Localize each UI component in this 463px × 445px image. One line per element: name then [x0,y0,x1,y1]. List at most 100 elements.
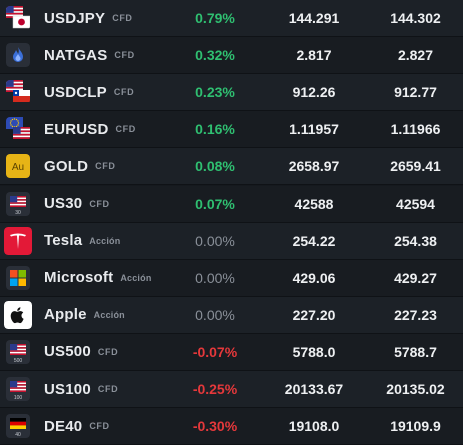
instrument-symbol: Microsoft [44,269,114,287]
apple-logo-icon [4,300,32,329]
instrument-row[interactable]: USDJPY CFD 0.79% 144.291 144.302 [0,0,463,37]
instrument-name: US100 CFD [44,371,118,407]
instrument-type-tag: CFD [89,198,110,209]
instrument-name: NATGAS CFD [44,37,135,73]
svg-text:500: 500 [14,358,23,364]
flag-usa-index-icon: 100 [6,377,30,401]
instrument-symbol: US500 [44,343,91,361]
change-percent: 0.08% [195,158,235,175]
svg-text:100: 100 [14,395,23,401]
instrument-row[interactable]: 40 DE40 CFD -0.30% 19108.0 19109.9 [0,408,463,445]
instrument-symbol: DE40 [44,417,83,435]
instrument-symbol: Tesla [44,232,83,250]
flame-icon [6,43,30,68]
instrument-symbol: USDCLP [44,83,107,101]
instrument-name: EURUSD CFD [44,111,136,147]
instrument-type-tag: CFD [89,421,110,432]
instrument-type-tag: CFD [95,161,116,172]
instrument-row[interactable]: USDCLP CFD 0.23% 912.26 912.77 [0,74,463,112]
bid-price[interactable]: 5788.0 [292,343,336,360]
change-percent: 0.23% [195,84,235,101]
instrument-type-tag: CFD [114,50,135,61]
change-percent: -0.30% [192,418,238,435]
instrument-symbol: EURUSD [44,120,109,138]
instrument-name: GOLD CFD [44,148,115,184]
instrument-symbol: Apple [44,306,87,324]
instrument-name: USDJPY CFD [44,0,133,36]
instrument-name: Microsoft Acción [44,260,152,296]
instrument-row[interactable]: Au GOLD CFD 0.08% 2658.97 2659.41 [0,148,463,186]
ask-price[interactable]: 2659.41 [390,158,441,175]
change-percent: -0.07% [192,343,238,360]
svg-text:40: 40 [15,432,21,438]
ask-price[interactable]: 2.827 [397,47,434,64]
instrument-name: US500 CFD [44,334,118,370]
instrument-row[interactable]: Apple Acción 0.00% 227.20 227.23 [0,296,463,334]
bid-price[interactable]: 429.06 [292,269,336,286]
instrument-row[interactable]: 30 US30 CFD 0.07% 42588 42594 [0,185,463,223]
instrument-row[interactable]: 100 US100 CFD -0.25% 20133.67 20135.02 [0,371,463,408]
bid-price[interactable]: 912.26 [292,84,336,101]
bid-price[interactable]: 19108.0 [288,418,340,435]
bid-price[interactable]: 42588 [294,195,334,212]
instrument-type-tag: CFD [97,346,119,357]
instrument-row[interactable]: NATGAS CFD 0.32% 2.817 2.827 [0,37,463,75]
instrument-symbol: GOLD [44,157,89,175]
change-percent: -0.25% [192,381,238,397]
flag-usa-index-icon: 500 [6,339,30,364]
change-percent: 0.16% [195,121,235,138]
change-percent: 0.00% [195,306,235,323]
flag-usa-index-icon: 30 [6,191,30,216]
instrument-symbol: US30 [44,195,83,212]
ask-price[interactable]: 144.302 [390,10,441,26]
gold-icon-label: Au [12,162,24,173]
instrument-row[interactable]: Microsoft Acción 0.00% 429.06 429.27 [0,259,463,297]
instrument-name: Apple Acción [44,297,125,333]
ask-price[interactable]: 912.77 [394,84,437,101]
instrument-type-tag: CFD [113,87,135,98]
bid-price[interactable]: 2658.97 [288,158,340,175]
instrument-name: Tesla Acción [44,223,120,259]
change-percent: 0.79% [195,10,235,26]
ask-price[interactable]: 5788.7 [394,343,437,360]
ask-price[interactable]: 227.23 [394,306,437,323]
microsoft-logo-icon [6,265,30,290]
ask-price[interactable]: 429.27 [394,269,437,286]
instrument-type-tag: CFD [115,124,136,135]
instrument-type-tag: Acción [120,272,152,283]
change-percent: 0.00% [195,232,235,249]
flag-usa-japan-icon [6,6,30,30]
bid-price[interactable]: 1.11957 [289,121,339,138]
bid-price[interactable]: 2.817 [296,47,332,64]
change-percent: 0.07% [195,195,235,212]
tesla-logo-icon [4,226,32,255]
instrument-symbol: US100 [44,380,91,398]
instrument-type-tag: Acción [89,235,121,246]
instrument-name: USDCLP CFD [44,74,134,110]
svg-text:30: 30 [15,210,21,216]
flag-eu-usa-icon [6,117,30,141]
instrument-name: DE40 CFD [44,408,110,444]
instrument-row[interactable]: EURUSD CFD 0.16% 1.11957 1.11966 [0,111,463,149]
instrument-row[interactable]: Tesla Acción 0.00% 254.22 254.38 [0,222,463,260]
ask-price[interactable]: 20135.02 [386,381,445,397]
instrument-type-tag: CFD [112,13,133,23]
instrument-type-tag: CFD [97,384,119,394]
instrument-symbol: NATGAS [44,46,108,64]
ask-price[interactable]: 19109.9 [390,418,441,435]
bid-price[interactable]: 254.22 [292,232,336,249]
bid-price[interactable]: 20133.67 [284,381,344,397]
bid-price[interactable]: 144.291 [288,10,340,26]
instrument-name: US30 CFD [44,186,110,222]
instrument-type-tag: Acción [93,309,125,320]
ask-price[interactable]: 254.38 [394,232,437,249]
bid-price[interactable]: 227.20 [292,306,336,323]
change-percent: 0.32% [195,47,235,64]
instrument-symbol: USDJPY [44,9,106,27]
ask-price[interactable]: 1.11966 [390,121,441,138]
instrument-row[interactable]: 500 US500 CFD -0.07% 5788.0 5788.7 [0,333,463,371]
gold-icon: Au [6,154,30,179]
change-percent: 0.00% [195,269,235,286]
ask-price[interactable]: 42594 [396,195,435,212]
